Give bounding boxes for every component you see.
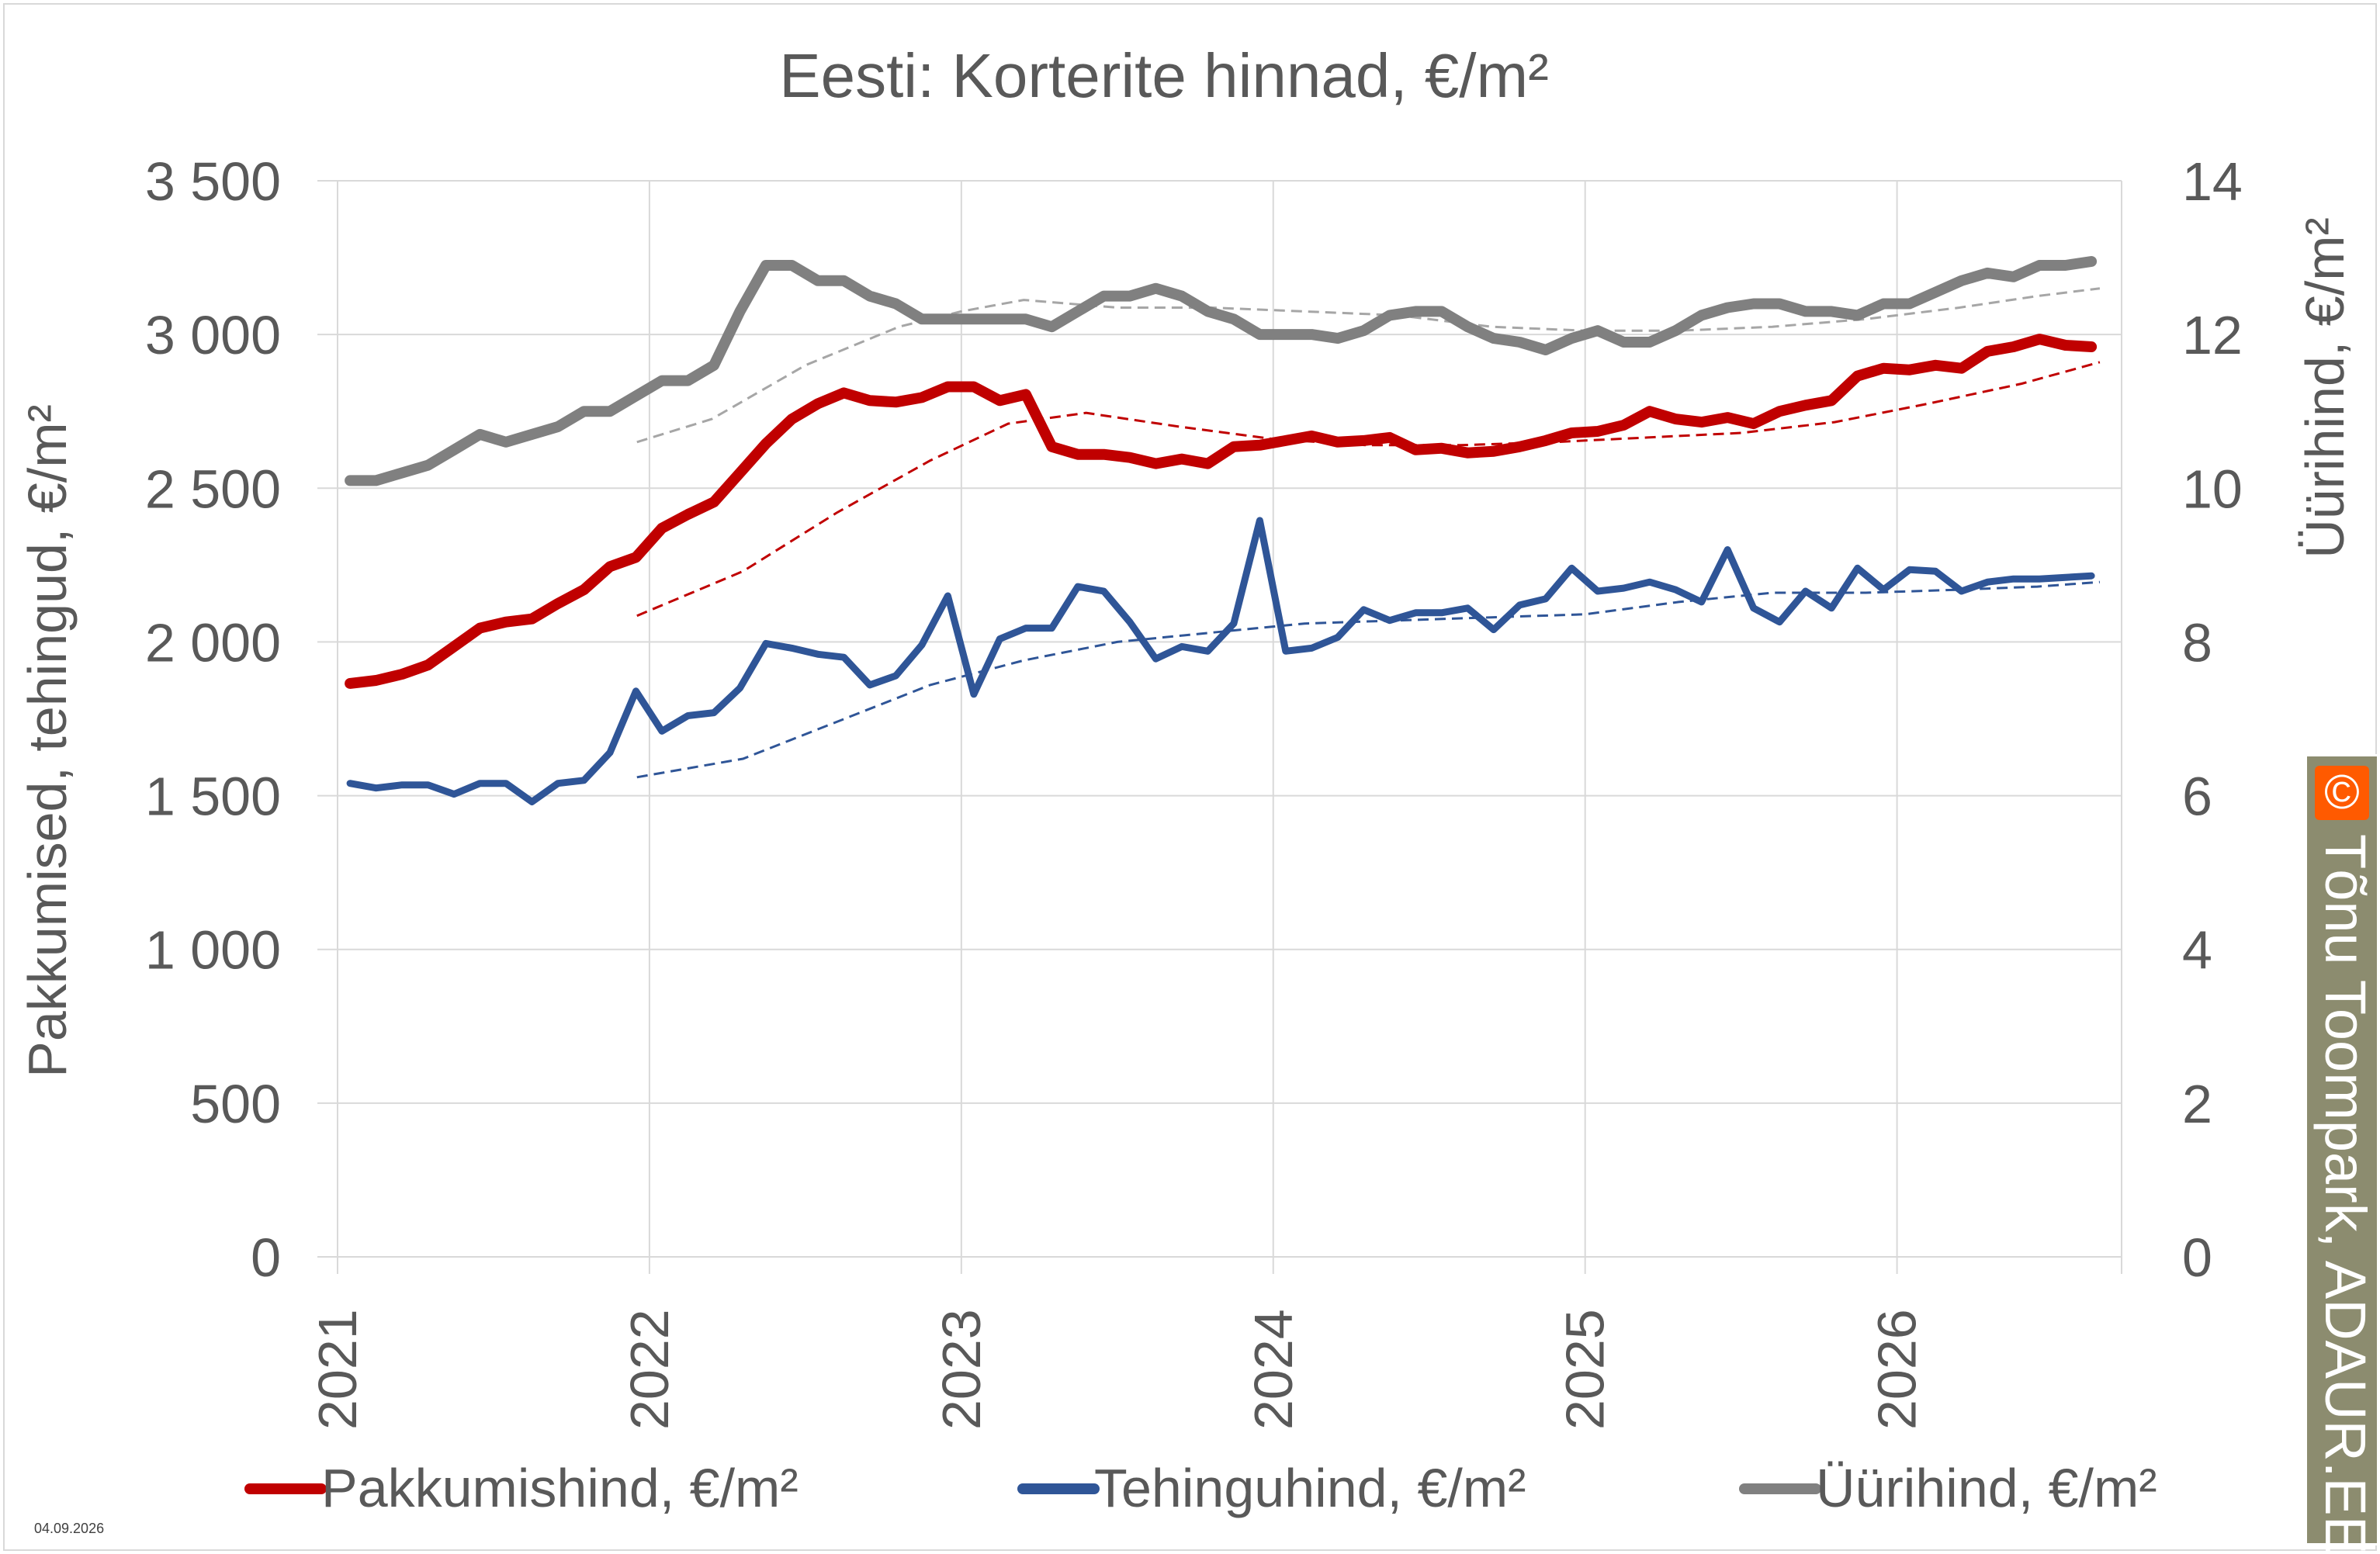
y-tick-label: 500 — [190, 1074, 281, 1134]
y2-tick-label: 10 — [2182, 459, 2243, 519]
trendline — [636, 287, 2101, 444]
trendline — [636, 361, 2101, 618]
y2-tick-label: 0 — [2182, 1227, 2212, 1288]
y2-tick-label: 12 — [2182, 305, 2243, 365]
series-line — [345, 334, 2098, 689]
chart-title: Eesti: Korterite hinnad, €/m² — [779, 41, 1549, 110]
y-tick-label: 1 000 — [145, 920, 281, 981]
legend-label: Pakkumishind, €/m² — [321, 1458, 799, 1518]
trendline — [636, 580, 2101, 779]
y-tick-label: 0 — [251, 1227, 281, 1288]
x-tick-label: 2022 — [619, 1309, 680, 1430]
x-tick-label: 2026 — [1867, 1309, 1928, 1430]
legend-label: Tehinguhind, €/m² — [1094, 1458, 1526, 1518]
y-tick-label: 2 500 — [145, 459, 281, 519]
x-tick-label: 2024 — [1243, 1309, 1304, 1430]
y2-tick-label: 8 — [2182, 612, 2212, 673]
series-line — [346, 517, 2095, 805]
y-tick-label: 1 500 — [145, 767, 281, 827]
y2-tick-label: 2 — [2182, 1074, 2212, 1134]
y2-axis-label: Üürihind, €/m² — [2295, 217, 2355, 559]
series-line — [345, 256, 2098, 486]
copyright-icon: © — [2315, 766, 2369, 820]
x-tick-label: 2023 — [931, 1309, 992, 1430]
y2-tick-label: 6 — [2182, 767, 2212, 827]
y-tick-label: 3 000 — [145, 305, 281, 365]
date-stamp: 04.09.2026 — [34, 1521, 105, 1536]
legend-label: Üürihind, €/m² — [1816, 1458, 2157, 1518]
y-axis-label: Pakkumised, tehingud, €/m² — [17, 404, 78, 1078]
y-tick-label: 2 000 — [145, 612, 281, 673]
copyright-watermark: © Tõnu Toompark, ADAUR.EE — [2305, 754, 2379, 1554]
y-tick-label: 3 500 — [145, 151, 281, 212]
x-tick-label: 2025 — [1555, 1309, 1616, 1430]
x-tick-label: 2021 — [307, 1309, 368, 1430]
y2-tick-label: 4 — [2182, 920, 2212, 981]
y2-tick-label: 14 — [2182, 151, 2243, 212]
watermark-text: Tõnu Toompark, ADAUR.EE — [2313, 834, 2378, 1554]
